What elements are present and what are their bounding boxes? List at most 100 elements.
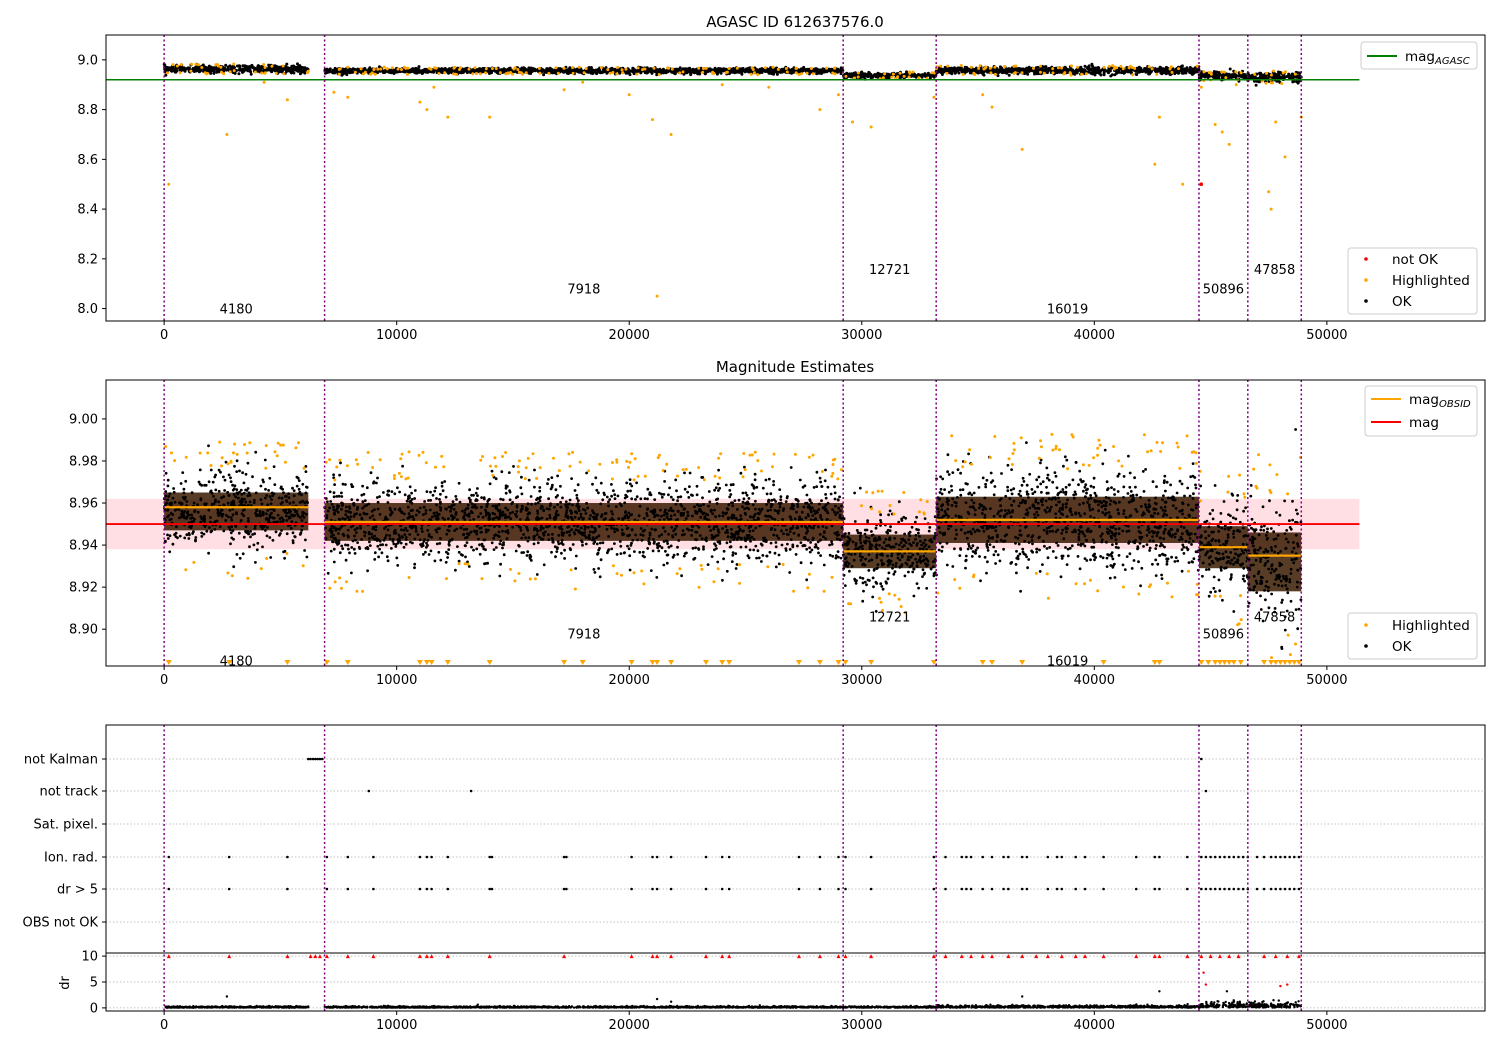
ok-point: [751, 529, 755, 532]
ok-point: [340, 495, 344, 498]
highlighted-point: [611, 70, 615, 74]
ok-point: [332, 547, 336, 551]
highlighted-point: [643, 67, 647, 71]
ok-point: [224, 63, 228, 67]
ok-point: [269, 556, 273, 559]
ok-point: [836, 511, 840, 514]
ok-point: [289, 71, 293, 75]
highlighted-point: [337, 72, 341, 76]
ok-point: [244, 525, 248, 528]
ok-point: [417, 65, 421, 69]
highlighted-point: [359, 67, 363, 71]
ok-point: [168, 550, 172, 554]
ok-point: [182, 487, 186, 491]
ok-point: [1136, 70, 1140, 74]
ok-point: [741, 500, 745, 504]
highlighted-point: [194, 62, 198, 66]
ok-point: [352, 502, 356, 505]
highlighted-point: [1119, 64, 1123, 68]
ok-point: [809, 561, 813, 565]
ok-point: [660, 71, 664, 74]
ok-point: [230, 502, 234, 505]
ok-point: [1055, 71, 1059, 75]
highlighted-point: [881, 76, 885, 80]
highlighted-point: [890, 75, 894, 79]
ok-point: [748, 529, 752, 533]
ok-point: [838, 495, 841, 499]
ok-point: [199, 68, 203, 72]
ok-point: [508, 511, 512, 515]
ok-point: [187, 537, 191, 540]
highlighted-point: [167, 182, 171, 186]
ok-point: [260, 65, 263, 69]
ok-point: [353, 534, 356, 538]
ok-point: [186, 510, 190, 513]
highlighted-point: [166, 71, 169, 75]
ok-point: [205, 529, 209, 533]
ok-point: [241, 509, 245, 512]
ok-point: [616, 494, 620, 498]
highlighted-point: [1013, 71, 1017, 75]
highlighted-point: [475, 72, 478, 75]
ok-point: [247, 65, 251, 69]
ok-point: [1073, 70, 1077, 74]
highlighted-point: [1202, 70, 1206, 74]
panel1-title: AGASC ID 612637576.0: [706, 13, 884, 31]
highlighted-point: [833, 66, 837, 70]
ok-point: [171, 496, 175, 500]
ok-point: [669, 495, 673, 499]
ok-point: [739, 514, 743, 518]
highlighted-point: [606, 68, 610, 72]
ok-point: [274, 530, 278, 534]
ok-point: [194, 536, 198, 539]
ok-point: [217, 489, 221, 493]
ok-point: [272, 465, 276, 468]
ok-point: [220, 508, 224, 512]
highlighted-point: [427, 66, 431, 70]
ok-point: [285, 519, 289, 522]
ok-point: [241, 471, 245, 475]
ok-point: [211, 67, 215, 71]
ok-point: [740, 70, 744, 74]
ok-point: [293, 535, 297, 539]
highlighted-point: [652, 66, 656, 70]
highlighted-point: [982, 67, 986, 71]
highlighted-point: [171, 63, 175, 67]
highlighted-point: [184, 455, 188, 459]
highlighted-point: [1283, 155, 1287, 159]
ok-point: [742, 497, 746, 501]
highlighted-point: [405, 72, 409, 76]
highlighted-point: [669, 133, 673, 136]
ok-point: [753, 478, 757, 482]
ok-point: [250, 63, 254, 67]
ok-point: [278, 69, 282, 73]
ok-point: [268, 515, 272, 519]
ok-point: [332, 495, 336, 499]
ok-point: [168, 534, 172, 538]
highlighted-point: [917, 76, 921, 80]
ok-point: [707, 504, 710, 508]
ok-point: [261, 545, 264, 549]
ok-point: [244, 500, 248, 504]
ok-point: [557, 534, 561, 537]
ok-point: [283, 556, 286, 560]
highlighted-point: [264, 444, 268, 448]
ok-point: [209, 516, 212, 519]
ok-point: [326, 509, 330, 513]
ok-point: [449, 509, 452, 513]
ok-point: [291, 513, 295, 517]
panel1-line-legend[interactable]: magAGASC: [1360, 41, 1478, 70]
highlighted-point: [655, 294, 659, 298]
highlighted-point: [484, 67, 488, 71]
highlighted-point: [1170, 70, 1174, 74]
ok-point: [285, 62, 289, 66]
highlighted-point: [794, 66, 798, 70]
highlighted-point: [670, 67, 674, 71]
panel1-point-legend[interactable]: not OK Highlighted OK: [1347, 247, 1478, 315]
ok-point: [212, 494, 215, 498]
highlighted-point: [584, 67, 588, 71]
ok-point: [182, 67, 186, 71]
highlighted-point: [337, 67, 341, 71]
ok-point: [715, 525, 719, 529]
highlighted-point: [385, 67, 389, 71]
